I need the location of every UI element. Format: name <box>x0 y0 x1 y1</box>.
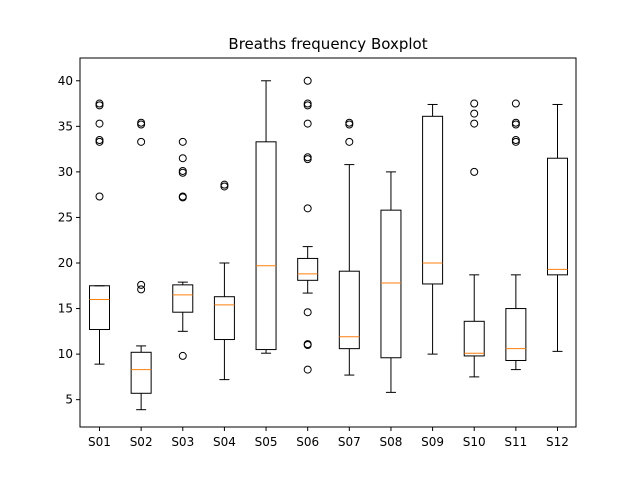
iqr-box <box>130 351 152 394</box>
outlier-point <box>137 280 146 289</box>
outlier-point <box>303 308 312 317</box>
outlier-point <box>178 351 187 360</box>
iqr-box <box>172 284 194 313</box>
box-s01 <box>89 99 110 365</box>
box-s05 <box>255 80 277 354</box>
x-tick-label: S05 <box>255 435 278 449</box>
iqr-box <box>338 270 360 350</box>
outlier-point <box>345 118 354 127</box>
outlier-point <box>303 99 312 108</box>
outlier-point <box>178 192 187 201</box>
outlier-point <box>511 118 520 127</box>
outlier-point <box>178 166 187 175</box>
x-tick-label: S02 <box>130 435 153 449</box>
y-tick-label: 10 <box>58 347 73 361</box>
outlier-point <box>303 365 312 374</box>
outlier-point <box>178 137 187 146</box>
box-s12 <box>547 103 568 352</box>
outlier-point <box>95 136 104 144</box>
box-s10 <box>463 99 485 378</box>
x-axis: S01 S02 S03 S04 S05 S06 S07 S08 S09 S10 S11 S12 <box>88 427 569 449</box>
outlier-point <box>95 192 104 201</box>
outlier-point <box>470 167 479 176</box>
box-s02 <box>130 118 152 411</box>
outlier-point <box>470 109 479 118</box>
outlier-point <box>137 285 146 294</box>
plot-frame <box>79 57 577 428</box>
outlier-point <box>178 154 187 163</box>
outlier-point <box>470 99 479 108</box>
y-tick-label: 35 <box>58 119 73 133</box>
y-axis: 5 10 15 20 25 30 35 40 <box>58 74 80 407</box>
x-tick-label: S06 <box>296 435 319 449</box>
box-s08 <box>380 171 402 393</box>
outlier-point <box>470 119 479 128</box>
x-tick-label: S04 <box>213 435 236 449</box>
outlier-point <box>303 119 312 128</box>
iqr-box <box>89 285 110 331</box>
outlier-point <box>345 137 354 146</box>
outlier-point <box>220 180 229 189</box>
box-s06 <box>297 76 319 374</box>
x-tick-label: S09 <box>421 435 444 449</box>
chart-title: Breaths frequency Boxplot <box>228 35 427 53</box>
outlier-point <box>137 118 146 127</box>
x-tick-label: S10 <box>463 435 486 449</box>
iqr-box <box>380 209 402 359</box>
x-tick-label: S11 <box>504 435 527 449</box>
outlier-point <box>95 119 104 128</box>
iqr-box <box>422 115 444 285</box>
iqr-box <box>255 141 277 351</box>
box-s03 <box>172 137 194 360</box>
x-tick-label: S01 <box>88 435 111 449</box>
iqr-box <box>297 257 319 281</box>
iqr-box <box>463 320 485 357</box>
box-s07 <box>338 118 360 376</box>
y-tick-label: 5 <box>65 393 73 407</box>
outlier-point <box>511 99 520 108</box>
outlier-point <box>303 204 312 213</box>
y-tick-label: 40 <box>58 74 73 88</box>
box-s11 <box>505 99 527 371</box>
x-tick-label: S03 <box>171 435 194 449</box>
iqr-box <box>547 157 568 276</box>
iqr-box <box>505 308 527 361</box>
y-tick-label: 20 <box>58 256 73 270</box>
y-tick-label: 30 <box>58 165 73 179</box>
boxes-layer <box>89 76 568 411</box>
y-tick-label: 15 <box>58 302 73 316</box>
outlier-point <box>137 137 146 146</box>
outlier-point <box>95 99 104 108</box>
x-tick-label: S12 <box>546 435 569 449</box>
x-tick-label: S07 <box>338 435 361 449</box>
outlier-point <box>303 153 312 162</box>
box-s09 <box>422 103 444 355</box>
outlier-point <box>303 340 312 349</box>
x-tick-label: S08 <box>380 435 403 449</box>
y-tick-label: 25 <box>58 210 73 224</box>
outlier-point <box>511 136 520 144</box>
box-s04 <box>213 180 235 381</box>
iqr-box <box>213 296 235 341</box>
outlier-point <box>303 76 312 85</box>
